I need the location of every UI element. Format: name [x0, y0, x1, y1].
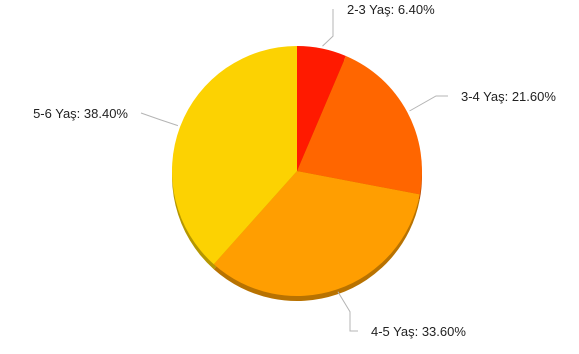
pie-data-label-5-6-ya: 5-6 Yaş: 38.40%: [33, 106, 128, 121]
pie-slice-4-5-ya[interactable]: [213, 171, 420, 297]
pie-slices: [172, 46, 422, 297]
pie-slice-2-3-ya[interactable]: [297, 46, 346, 171]
pie-leader-line-2-3-ya: [322, 9, 334, 47]
pie-data-label-2-3-ya: 2-3 Yaş: 6.40%: [347, 2, 435, 17]
pie-data-label-4-5-ya: 4-5 Yaş: 33.60%: [371, 324, 466, 339]
pie-leader-line-5-6-ya: [140, 112, 179, 127]
pie-slice-3-4-ya[interactable]: [297, 55, 422, 195]
pie-leaders: [140, 9, 448, 332]
pie-slice-5-6-ya[interactable]: [172, 46, 297, 265]
pie-leader-line-3-4-ya: [409, 95, 448, 112]
pie-labels: 2-3 Yaş: 6.40% 3-4 Yaş: 21.60% 4-5 Yaş: 33…: [33, 2, 556, 339]
pie-leader-line-4-5-ya: [337, 291, 358, 332]
pie-data-label-3-4-ya: 3-4 Yaş: 21.60%: [461, 89, 556, 104]
